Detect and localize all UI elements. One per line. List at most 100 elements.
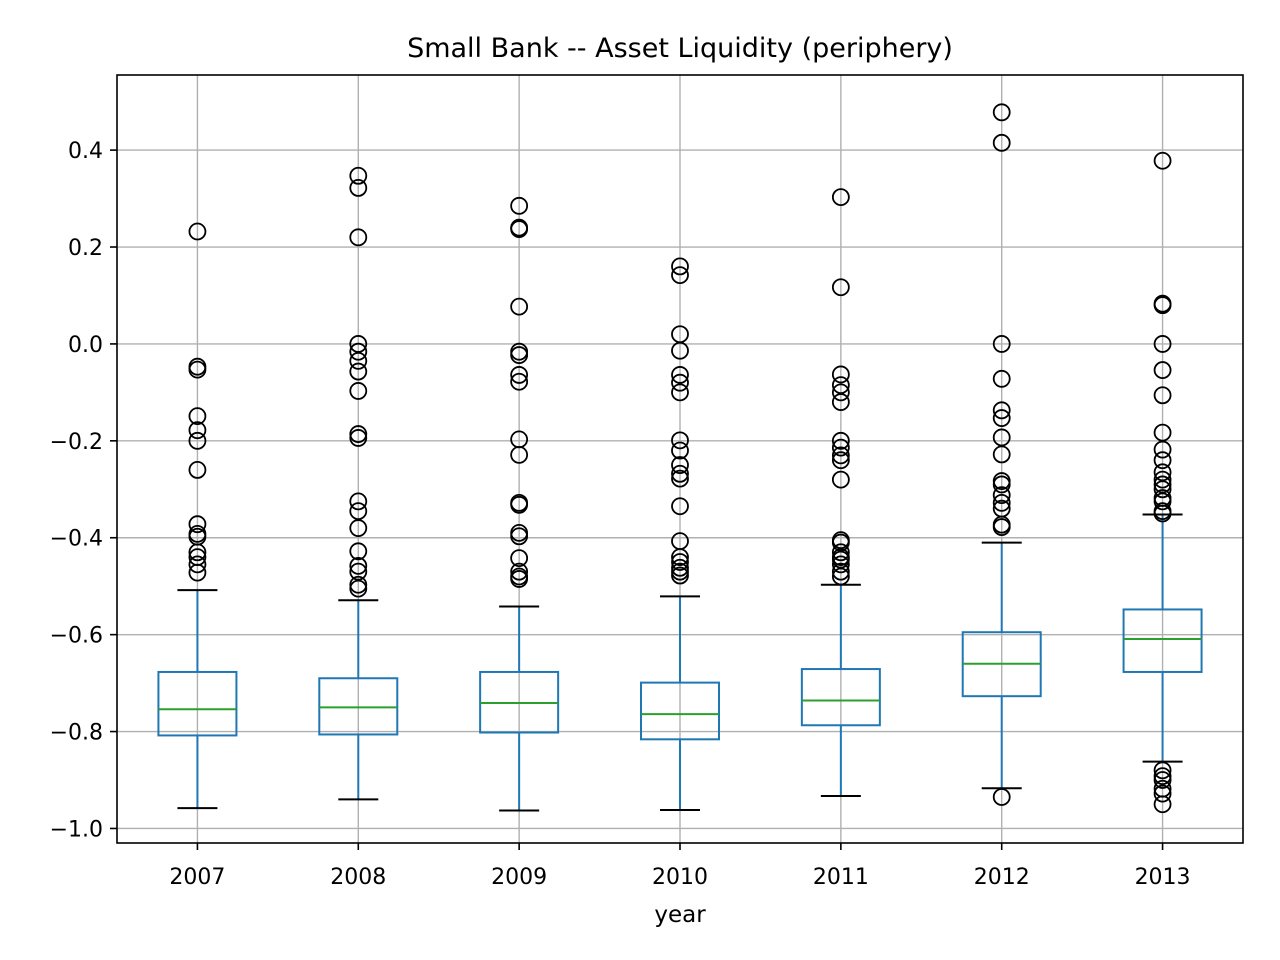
outlier-point: [1153, 151, 1172, 170]
outlier-point: [671, 257, 689, 276]
outlier-point: [1153, 761, 1172, 780]
outlier-point: [1153, 361, 1172, 379]
outlier-point: [831, 365, 850, 384]
box-2007: [157, 589, 238, 810]
box-2009: [479, 605, 560, 812]
outlier-point: [671, 431, 689, 450]
box-iqr: [1122, 608, 1203, 673]
outlier-point: [510, 562, 529, 581]
y-tick-label: −1.0: [50, 817, 103, 842]
outlier-point: [188, 421, 207, 440]
outlier-point: [1153, 463, 1172, 482]
outlier-point: [1153, 504, 1172, 523]
outlier-point: [992, 133, 1011, 152]
outlier-point: [831, 393, 850, 411]
outlier-point: [349, 562, 368, 581]
outlier-point: [992, 493, 1011, 512]
outlier-point: [992, 401, 1011, 420]
box-2012: [961, 541, 1042, 790]
outlier-point: [831, 555, 850, 574]
outlier-point: [1153, 795, 1172, 814]
outlier-point: [671, 464, 689, 483]
outlier-point: [671, 469, 689, 488]
outlier-point: [510, 366, 529, 384]
box-iqr: [157, 670, 238, 737]
outlier-point: [671, 341, 689, 360]
outlier-point: [671, 441, 689, 460]
outlier-point: [510, 527, 529, 546]
y-tick-label: 0.2: [68, 236, 103, 261]
outlier-point: [188, 461, 207, 479]
outlier-point: [349, 492, 368, 511]
y-tick-label: −0.2: [50, 430, 103, 455]
x-axis: 2007 2008 2009 2010 2011 2012 2013: [169, 843, 1191, 890]
outlier-point: [349, 228, 368, 247]
outlier-point: [671, 366, 689, 384]
x-tick-label: 2013: [1135, 865, 1191, 890]
outlier-point: [510, 220, 529, 238]
x-tick-label: 2008: [330, 865, 386, 890]
outlier-point: [1153, 423, 1172, 442]
outlier-point: [1153, 386, 1172, 405]
outlier-point: [188, 563, 207, 582]
outlier-point: [831, 550, 850, 569]
box-iqr: [800, 668, 881, 727]
outlier-point: [1153, 440, 1172, 459]
box-iqr: [640, 681, 720, 741]
outlier-point: [992, 369, 1011, 388]
outlier-point: [831, 438, 850, 457]
outlier-point: [510, 297, 529, 316]
outlier-point: [510, 346, 529, 364]
outlier-point: [188, 407, 207, 426]
box-series: [157, 513, 1203, 812]
outlier-point: [831, 431, 850, 450]
outlier-point: [992, 445, 1011, 464]
outlier-point: [1153, 296, 1172, 315]
outlier-point: [1153, 451, 1172, 470]
outlier-point: [349, 166, 368, 185]
outlier-point: [831, 278, 850, 297]
outlier-point: [188, 222, 207, 241]
y-tick-label: 0.0: [68, 333, 103, 358]
outlier-point: [831, 376, 850, 395]
outlier-point: [831, 470, 850, 489]
outlier-point: [831, 543, 850, 562]
outlier-point: [1153, 475, 1172, 494]
outlier-point: [992, 409, 1011, 427]
outlier-point: [510, 495, 529, 514]
x-axis-label: year: [654, 902, 706, 928]
outlier-point: [188, 431, 207, 450]
outlier-point: [349, 335, 368, 353]
outlier-point: [510, 445, 529, 464]
outlier-point: [671, 383, 689, 402]
outlier-point: [992, 518, 1011, 536]
y-tick-label: −0.8: [50, 721, 103, 746]
outlier-point: [1153, 492, 1172, 511]
outlier-point: [992, 103, 1011, 122]
outlier-point: [992, 788, 1011, 806]
y-axis: 0.4 0.2 0.0 −0.2 −0.4 −0.6 −0.8 −1.0: [50, 139, 117, 842]
outlier-point: [671, 566, 689, 585]
outlier-point: [992, 486, 1011, 504]
outlier-point: [831, 562, 850, 581]
outlier-point: [349, 362, 368, 381]
outlier-point: [188, 360, 207, 379]
outlier-point: [349, 502, 368, 520]
x-tick-label: 2009: [491, 865, 547, 890]
outlier-point: [349, 542, 368, 561]
outlier-point: [1153, 335, 1172, 353]
y-tick-label: 0.4: [68, 139, 103, 164]
outlier-point: [831, 446, 850, 465]
x-tick-label: 2010: [652, 865, 708, 890]
outlier-point: [349, 351, 368, 370]
outlier-point: [671, 548, 689, 567]
outlier-point: [1153, 771, 1172, 789]
outlier-point: [1153, 480, 1172, 499]
outlier-point: [510, 372, 529, 391]
box-2011: [800, 583, 881, 797]
outlier-point: [1153, 784, 1172, 803]
outlier-point: [831, 188, 850, 207]
outlier-point: [831, 383, 850, 402]
outlier-point: [671, 266, 689, 285]
